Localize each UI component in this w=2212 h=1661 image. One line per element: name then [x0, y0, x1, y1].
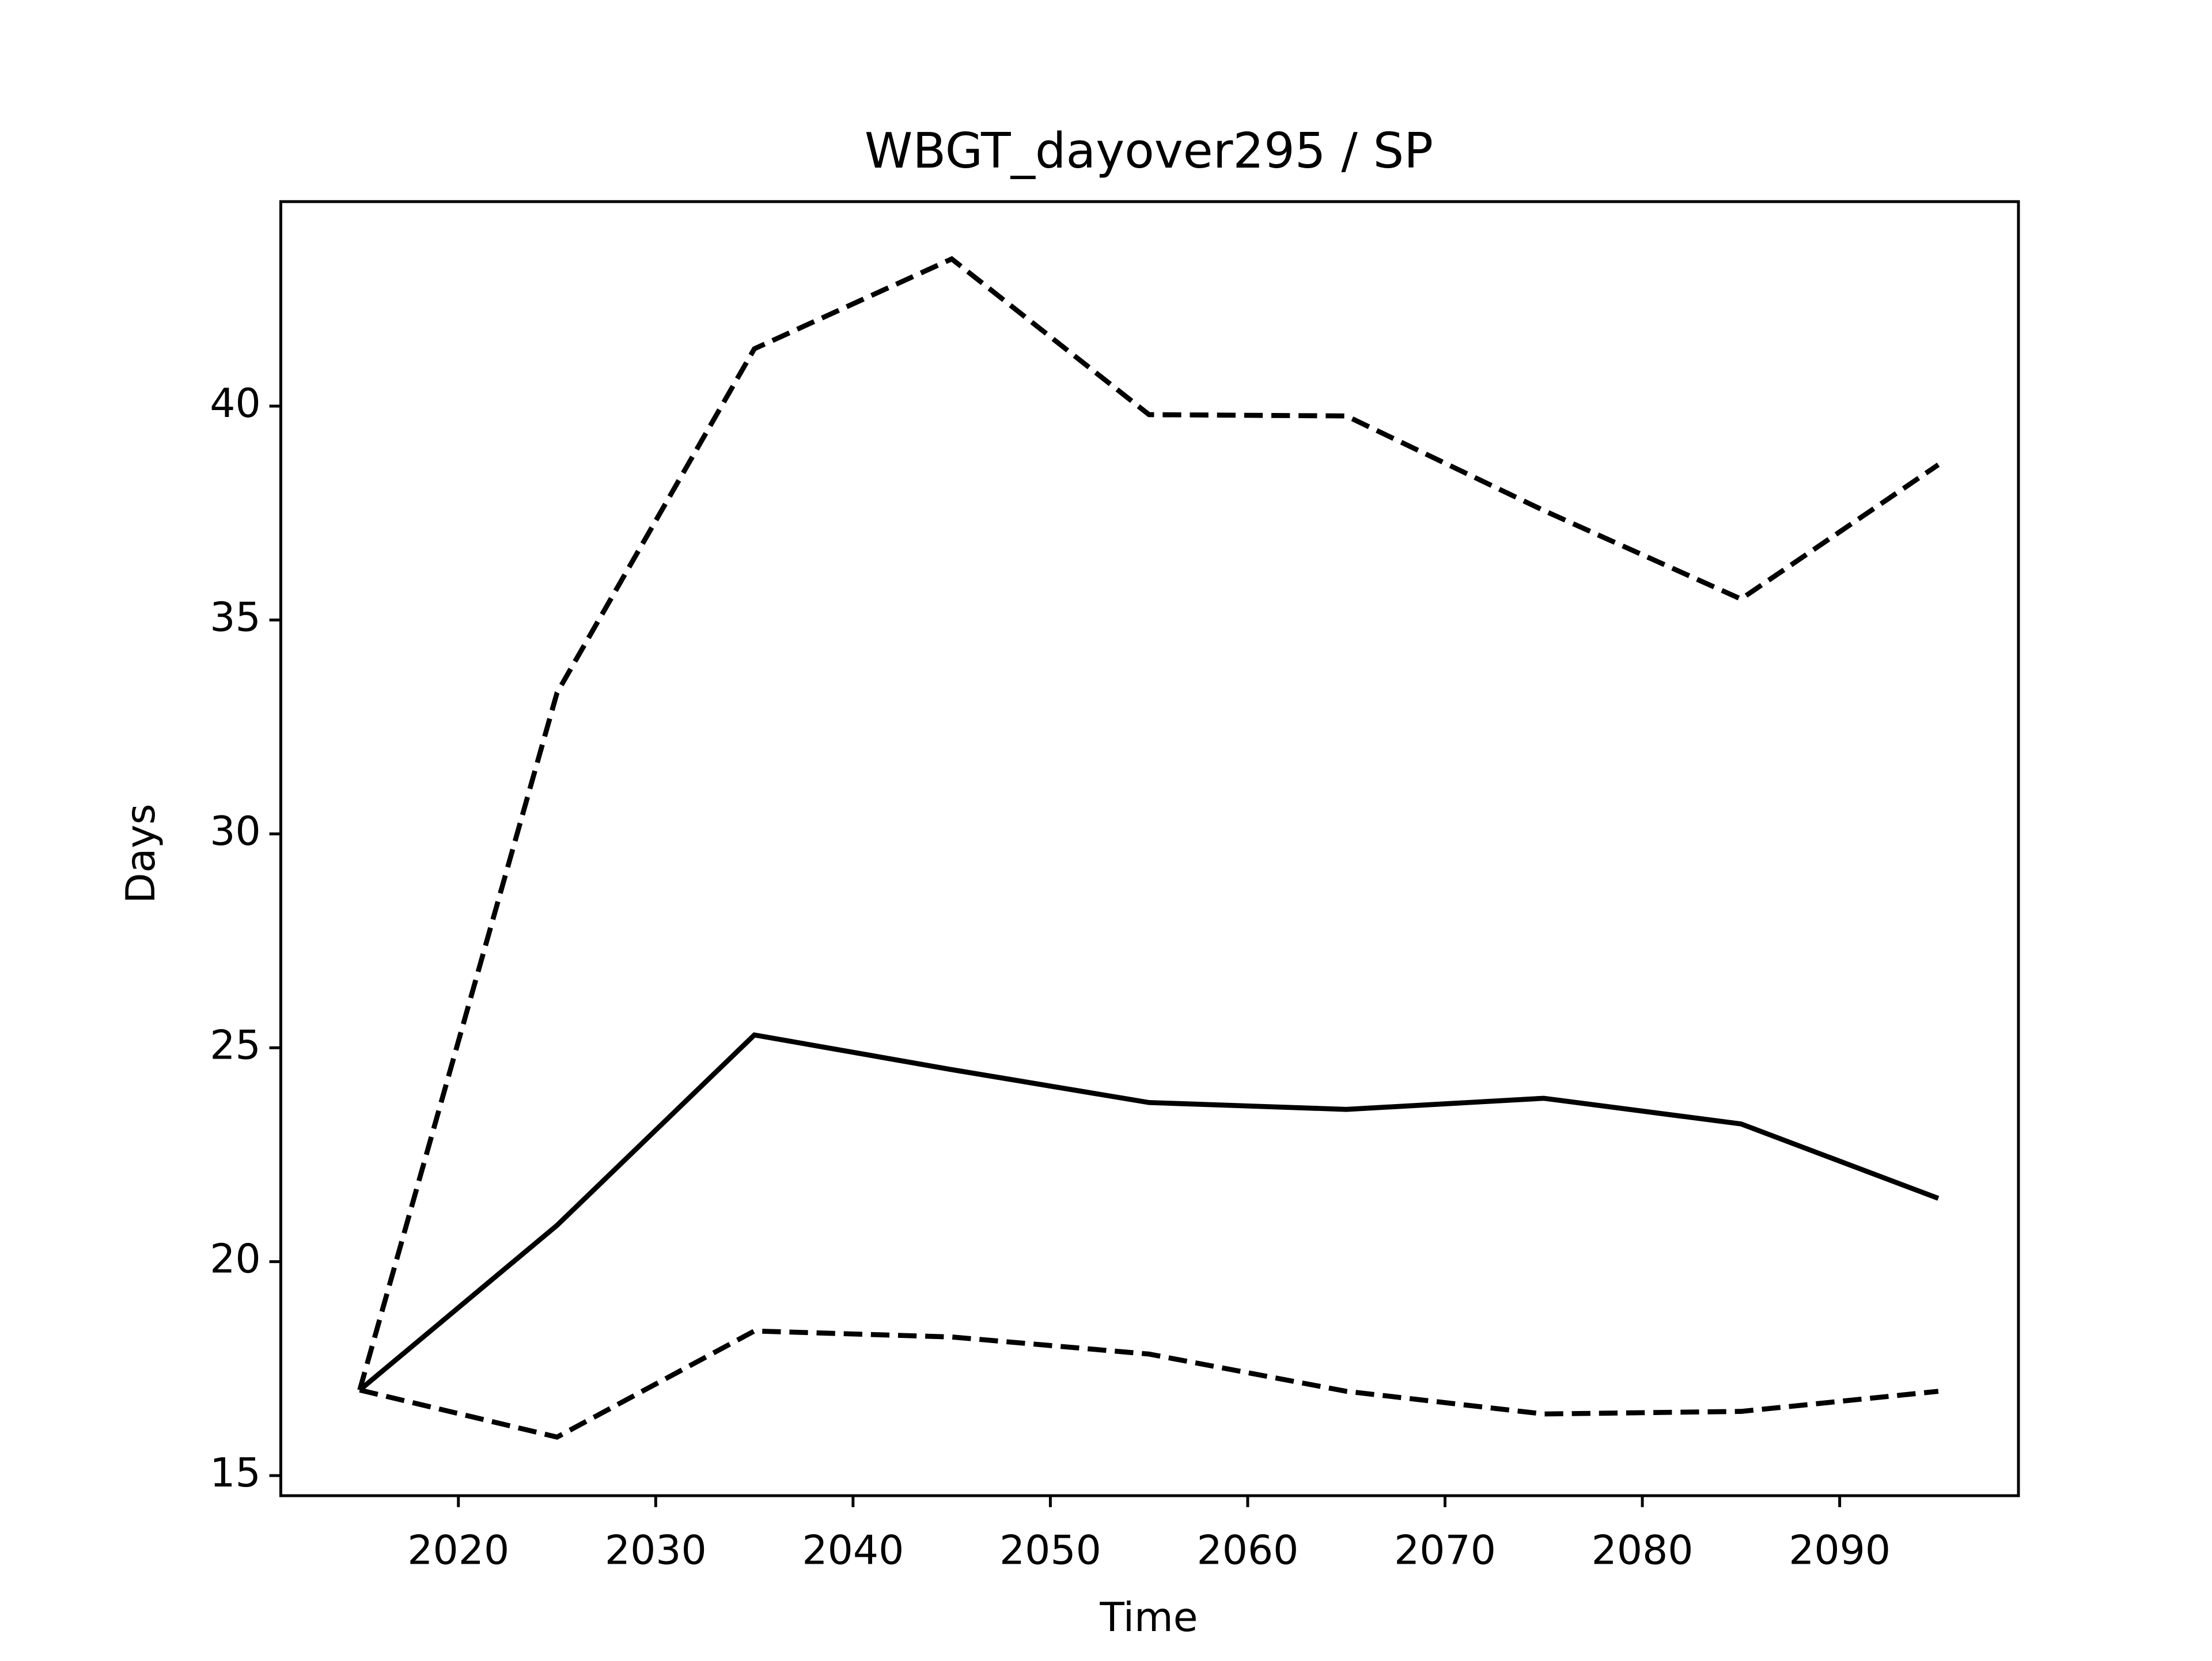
y-tick-label: 35 — [210, 594, 260, 641]
x-tick-label: 2070 — [1394, 1527, 1496, 1573]
series-line — [357, 256, 1940, 1391]
x-tick-label: 2030 — [605, 1527, 707, 1573]
x-axis-label: Time — [1099, 1594, 1198, 1641]
x-tick-label: 2060 — [1197, 1527, 1299, 1573]
plot-frame — [279, 200, 2020, 1497]
y-tick-label: 30 — [210, 808, 260, 855]
chart-title: WBGT_dayover295 / SP — [865, 123, 1433, 179]
y-tick-label: 40 — [210, 380, 260, 427]
x-tick-label: 2080 — [1592, 1527, 1694, 1573]
x-tick-label: 2050 — [999, 1527, 1101, 1573]
series-line — [358, 1032, 1940, 1392]
x-tick-label: 2040 — [802, 1527, 904, 1573]
x-tick-label: 2090 — [1789, 1527, 1891, 1573]
y-axis-label: Days — [118, 803, 164, 903]
series-line — [359, 1328, 1939, 1440]
y-tick-label: 20 — [210, 1236, 260, 1283]
y-tick-label: 25 — [210, 1022, 260, 1068]
y-tick-label: 15 — [210, 1450, 260, 1496]
x-tick-label: 2020 — [407, 1527, 509, 1573]
